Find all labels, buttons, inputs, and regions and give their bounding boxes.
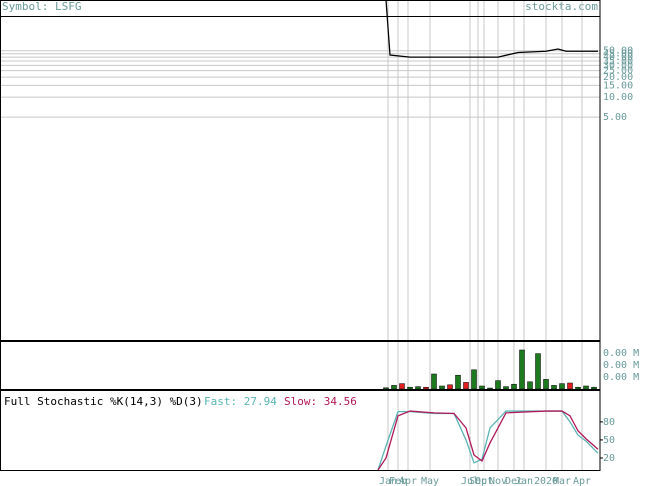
y-tick-label: 0.00 M bbox=[603, 348, 639, 359]
volume-bar bbox=[495, 380, 501, 390]
volume-bar bbox=[527, 381, 533, 390]
volume-bar bbox=[543, 379, 549, 390]
y-tick-label: 0.00 M bbox=[603, 372, 639, 383]
x-tick-label: May bbox=[421, 476, 439, 486]
volume-bar bbox=[519, 349, 525, 390]
volume-bar bbox=[423, 386, 429, 390]
volume-bar bbox=[455, 374, 461, 390]
y-tick-label: 5.00 bbox=[603, 112, 627, 123]
x-tick-label: Jan bbox=[379, 476, 397, 486]
y-tick-label: 20.00 bbox=[603, 72, 633, 83]
volume-bar bbox=[551, 385, 557, 390]
y-tick-label: 20 bbox=[603, 453, 615, 464]
y-tick-label: 15.00 bbox=[603, 80, 633, 91]
volume-bar bbox=[583, 385, 589, 390]
volume-bar bbox=[439, 385, 445, 390]
x-tick-label: Nov bbox=[489, 476, 507, 486]
volume-bar bbox=[383, 387, 389, 390]
volume-bar bbox=[407, 386, 413, 390]
volume-bar bbox=[511, 383, 517, 390]
volume-bar bbox=[447, 384, 453, 390]
x-tick-label: Jan bbox=[515, 476, 533, 486]
x-tick-label: Jul bbox=[461, 476, 479, 486]
volume-bar bbox=[559, 383, 565, 390]
panel-frame bbox=[0, 390, 601, 471]
series-line bbox=[377, 410, 599, 470]
y-tick-label: 0.00 M bbox=[603, 360, 639, 371]
volume-bar bbox=[575, 386, 581, 390]
y-tick-label: 50.00 bbox=[603, 46, 633, 57]
y-tick-label: 10.00 bbox=[603, 92, 633, 103]
volume-bar bbox=[487, 387, 493, 390]
volume-bar bbox=[567, 382, 573, 390]
volume-bar bbox=[591, 386, 597, 390]
y-tick-label: 35.00 bbox=[603, 56, 633, 67]
y-tick-label: 45.00 bbox=[603, 49, 633, 60]
series-line bbox=[385, 0, 598, 58]
volume-bar bbox=[391, 385, 397, 390]
volume-bar bbox=[399, 383, 405, 390]
symbol: Symbol: LSFG bbox=[2, 0, 81, 13]
panel-frame bbox=[0, 341, 601, 390]
y-tick-label: 25.00 bbox=[603, 66, 633, 77]
volume-bar bbox=[503, 386, 509, 390]
volume-bar bbox=[535, 353, 541, 390]
x-tick-label: Feb bbox=[389, 476, 407, 486]
x-tick-label: Sep bbox=[469, 476, 487, 486]
x-tick-label: Apr bbox=[573, 476, 591, 486]
y-tick-label: 40.00 bbox=[603, 52, 633, 63]
x-tick-label: Apr bbox=[399, 476, 417, 486]
x-tick-label: Mar bbox=[553, 476, 571, 486]
volume-bar bbox=[415, 386, 421, 390]
x-tick-label: Dec bbox=[505, 476, 523, 486]
x-tick-label: 2020 bbox=[534, 476, 558, 486]
volume-bar bbox=[463, 382, 469, 390]
series-line bbox=[377, 410, 599, 470]
panel-frame bbox=[0, 0, 601, 341]
x-tick-label: Oct bbox=[475, 476, 493, 486]
y-tick-label: 30.00 bbox=[603, 60, 633, 71]
stoch-title: Full Stochastic %K(14,3) %D(3) bbox=[4, 395, 203, 408]
volume-bar bbox=[479, 385, 485, 390]
volume-bar bbox=[431, 373, 437, 390]
legend-fast: Fast: 27.94 bbox=[204, 395, 277, 408]
legend-slow: Slow: 34.56 bbox=[284, 395, 357, 408]
volume-bar bbox=[471, 369, 477, 390]
y-tick-label: 50 bbox=[603, 435, 615, 446]
y-tick-label: 80 bbox=[603, 417, 615, 428]
